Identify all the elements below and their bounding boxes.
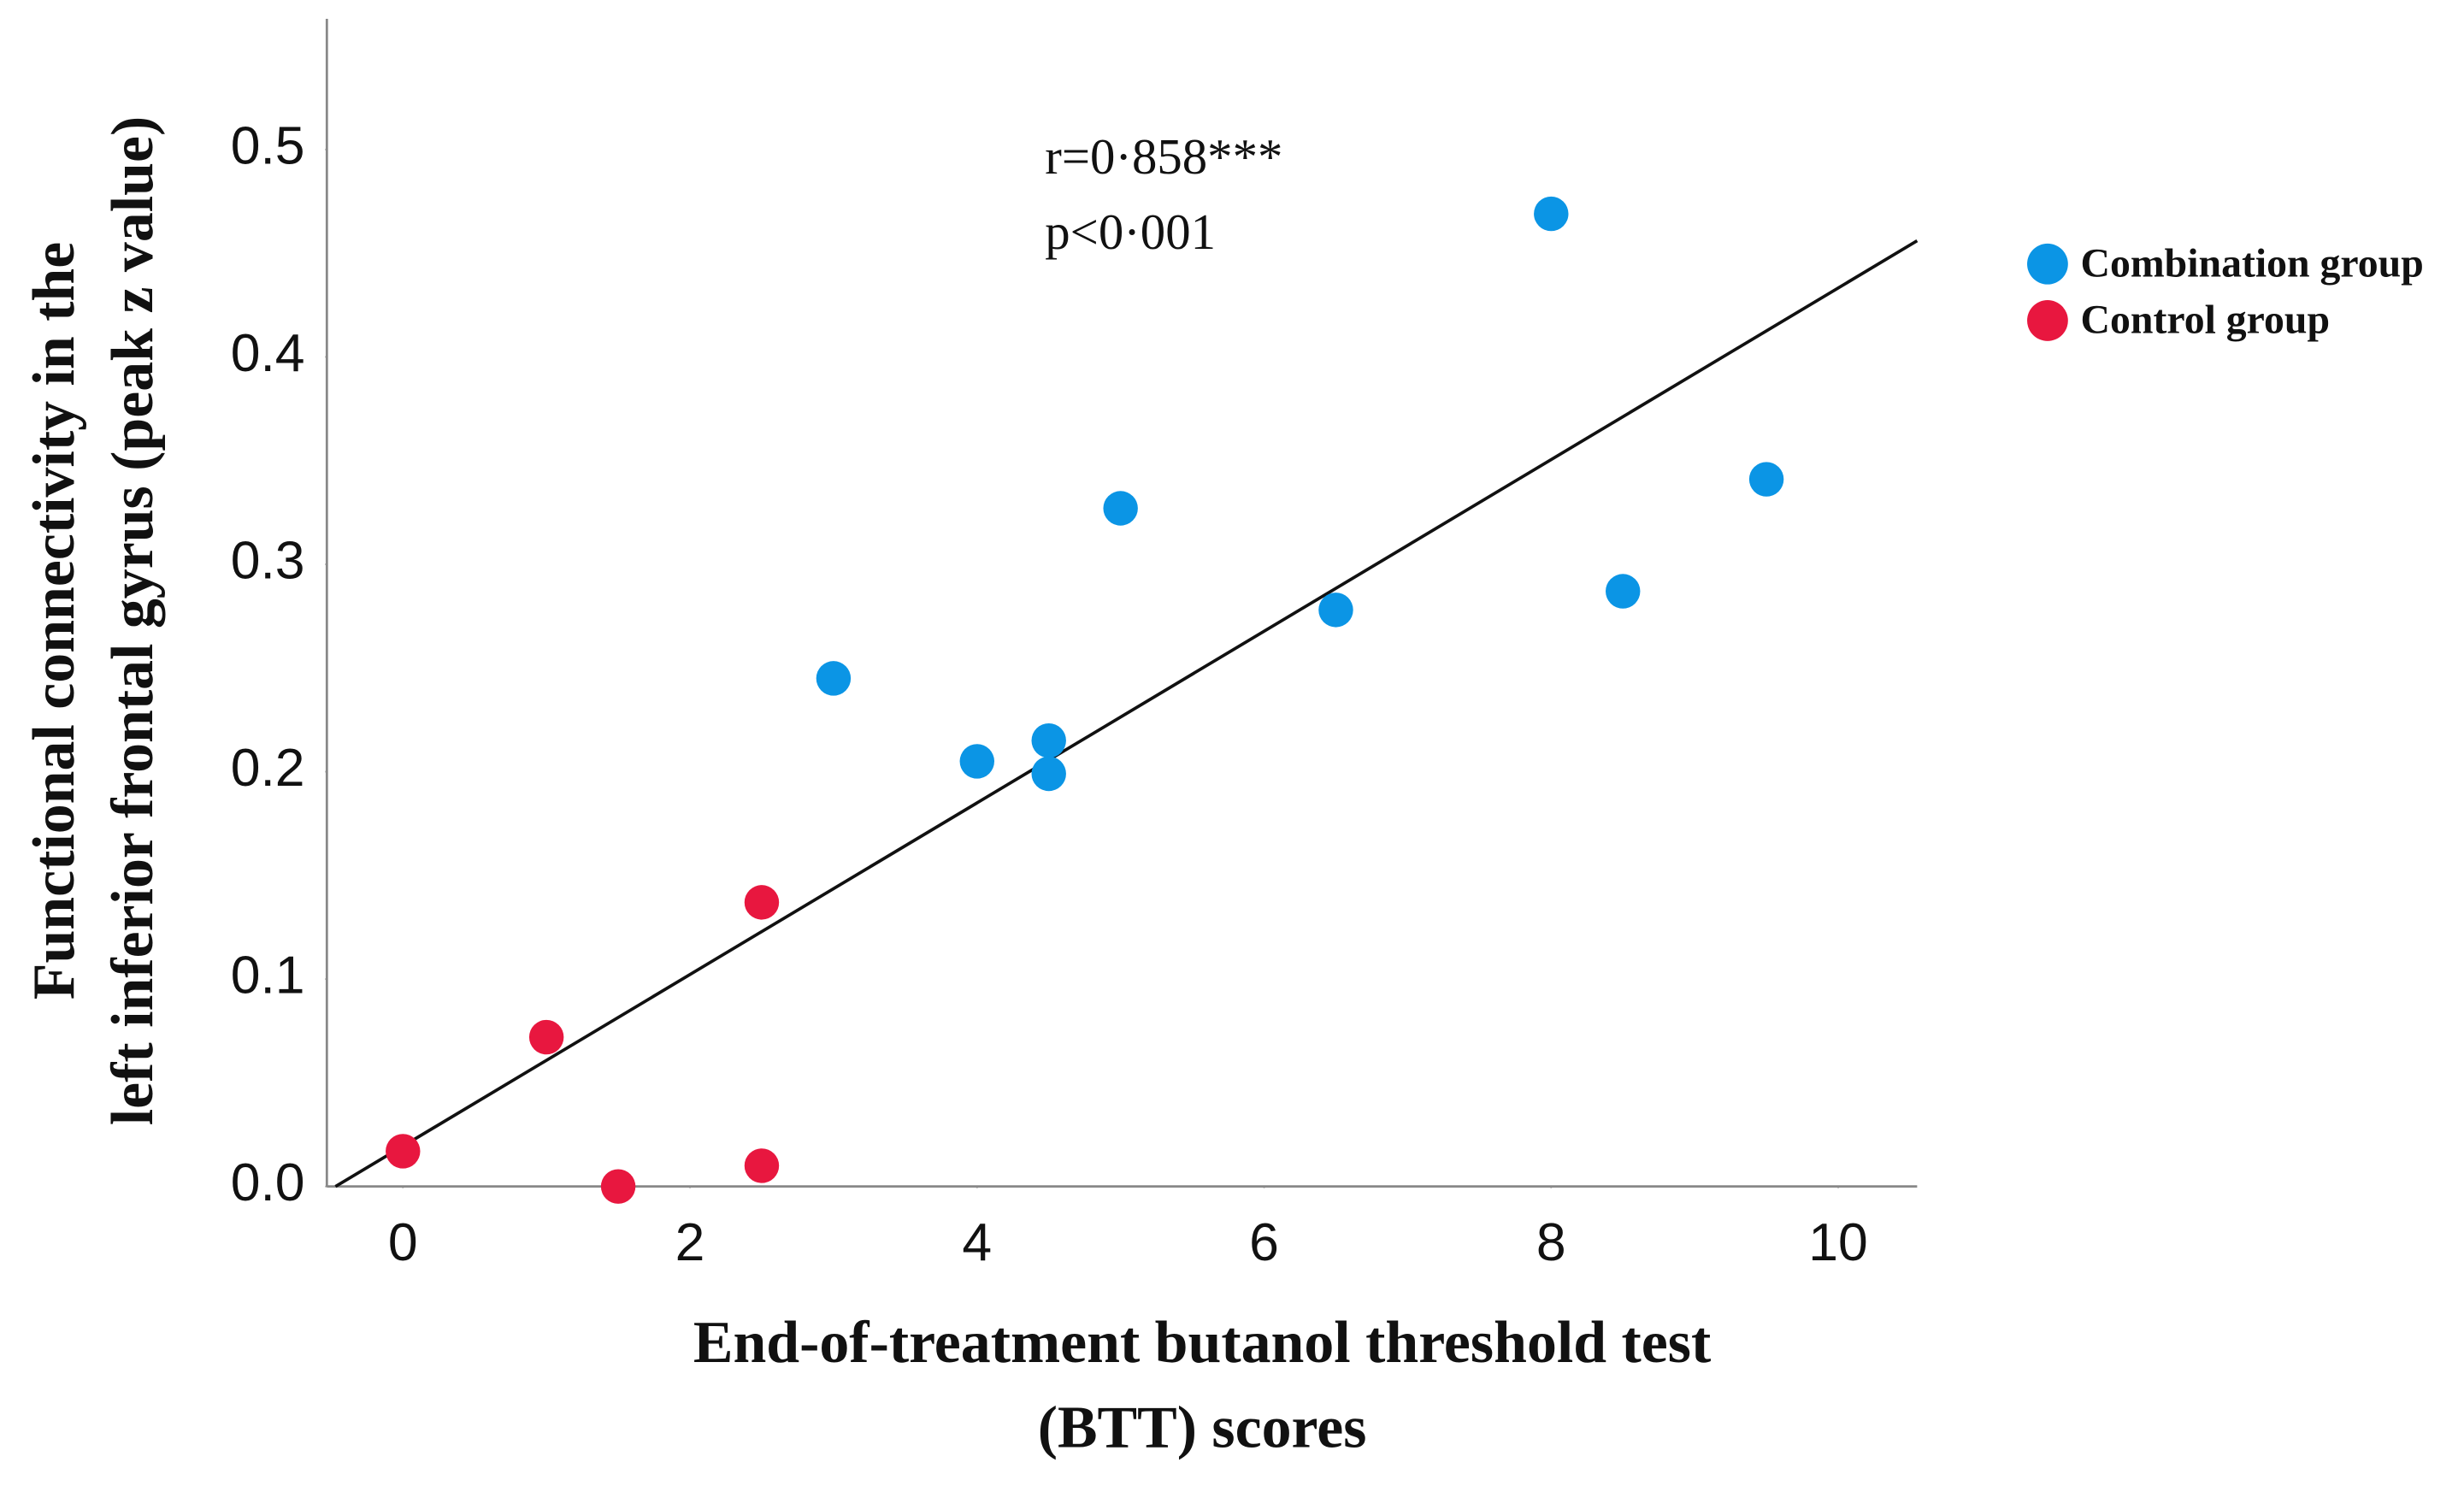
x-tick-label: 4 (962, 1212, 992, 1272)
fit-line (334, 239, 1919, 1188)
x-tick-label: 0 (388, 1212, 418, 1272)
legend-marker (2027, 243, 2068, 285)
x-axis-label: (BTT) scores (1038, 1395, 1367, 1460)
point (959, 744, 995, 779)
y-tick-label: 0.3 (231, 530, 305, 590)
annotation: p<0·001 (1045, 204, 1216, 260)
x-tick-label: 2 (675, 1212, 705, 1272)
point (1031, 756, 1066, 792)
point (528, 1019, 564, 1055)
point (1748, 462, 1784, 497)
y-tick-label: 0.4 (231, 323, 305, 383)
point (386, 1134, 421, 1169)
point (1318, 593, 1353, 628)
y-tick-label: 0.1 (231, 946, 305, 1005)
point (1534, 196, 1569, 232)
legend-label: Control group (2081, 298, 2331, 343)
y-axis-label: left inferior frontal gyrus (peak z valu… (100, 116, 166, 1125)
annotation: r=0·858*** (1045, 129, 1282, 185)
y-tick-label: 0.2 (231, 738, 305, 798)
point (744, 885, 780, 920)
point (600, 1169, 636, 1204)
point (1031, 722, 1066, 758)
point (1606, 574, 1641, 609)
x-tick-label: 6 (1249, 1212, 1279, 1272)
x-tick-label: 8 (1536, 1212, 1566, 1272)
legend-label: Combination group (2081, 240, 2424, 286)
point (816, 661, 852, 696)
y-tick-label: 0.0 (231, 1153, 305, 1212)
y-axis-label: Functional connectivity in the (21, 242, 87, 1000)
x-axis-label: End-of-treatment butanol threshold test (693, 1310, 1711, 1376)
point (744, 1148, 780, 1183)
legend-marker (2027, 300, 2068, 341)
y-tick-label: 0.5 (231, 115, 305, 175)
x-tick-label: 10 (1808, 1212, 1868, 1272)
point (1103, 491, 1138, 526)
